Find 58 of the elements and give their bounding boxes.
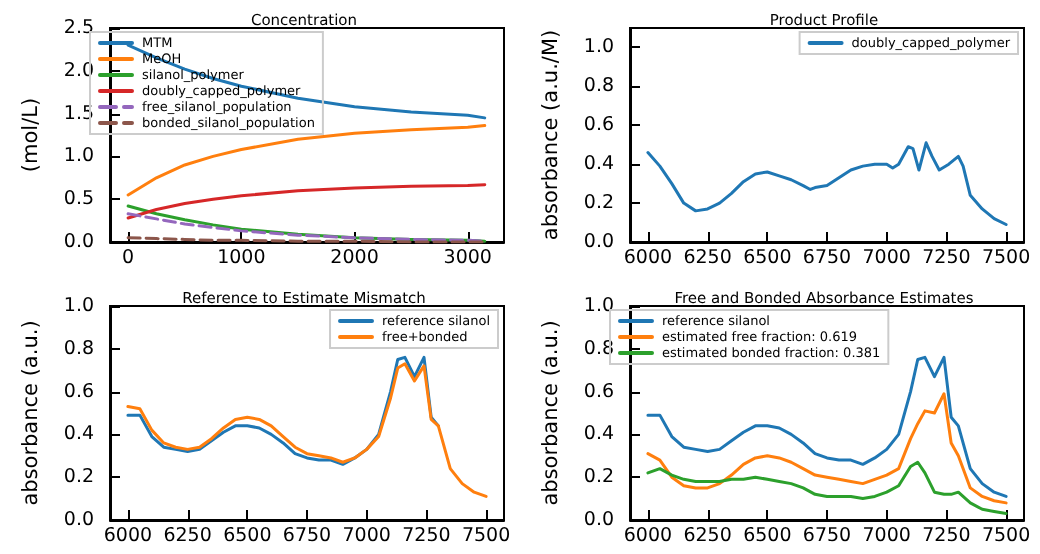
x-tick-label: 6000 — [103, 524, 153, 546]
x-tick-label: 7250 — [402, 524, 451, 546]
y-tick-label: 0.6 — [583, 114, 615, 137]
line-series — [646, 459, 1008, 515]
y-tick-label: 0.4 — [63, 422, 95, 445]
y-tick-label: 0.2 — [583, 465, 615, 488]
x-tick-label: 6000 — [623, 524, 673, 546]
x-tick-label: 6750 — [802, 524, 852, 546]
y-axis-title: absorbance (a.u.) — [539, 319, 563, 505]
x-tick-label: 7000 — [862, 524, 911, 546]
x-tick-label: 3000 — [443, 247, 492, 269]
x-tick-label: 2000 — [330, 247, 379, 269]
line-series — [646, 141, 1008, 226]
x-tick-label: 6000 — [623, 247, 673, 269]
x-tick-label: 7500 — [981, 247, 1031, 269]
line-series — [126, 354, 440, 465]
x-tick-label: 6500 — [223, 524, 272, 546]
line-series — [646, 354, 1008, 497]
x-tick-label: 0 — [122, 247, 135, 269]
y-tick-label: 0.0 — [583, 231, 615, 253]
y-tick-label: 0.4 — [583, 422, 615, 445]
x-tick-label: 6750 — [802, 247, 852, 269]
x-tick-label: 6250 — [683, 524, 732, 546]
line-series — [126, 183, 487, 220]
y-tick-label: 1.0 — [583, 294, 615, 316]
y-tick-label: 0.2 — [583, 192, 615, 215]
x-tick-label: 6250 — [683, 247, 732, 269]
x-tick-label: 6250 — [163, 524, 212, 546]
line-series — [126, 212, 487, 243]
x-tick-label: 6500 — [743, 247, 792, 269]
x-tick-label: 6750 — [282, 524, 332, 546]
x-tick-label: 7500 — [461, 524, 511, 546]
y-tick-label: 0.4 — [583, 153, 615, 176]
y-tick-label: 1.0 — [583, 36, 615, 59]
y-tick-label: 0.0 — [63, 508, 95, 530]
y-tick-label: 0.0 — [583, 508, 615, 530]
y-tick-label: 1.0 — [63, 294, 95, 316]
y-tick-label: 2.5 — [63, 17, 95, 39]
x-tick-label: 7000 — [862, 247, 911, 269]
y-tick-label: 0.6 — [583, 379, 615, 402]
y-axis-title: (mol/L) — [19, 97, 43, 173]
x-tick-label: 6500 — [743, 524, 792, 546]
line-series — [646, 391, 1008, 504]
y-axis-title: absorbance (a.u./M) — [539, 29, 563, 241]
x-tick-label: 1000 — [217, 247, 266, 269]
x-tick-label: 7000 — [342, 524, 391, 546]
x-tick-label: 7500 — [981, 524, 1031, 546]
y-axis-title: absorbance (a.u.) — [19, 319, 43, 505]
x-tick-label: 7250 — [922, 524, 971, 546]
y-tick-label: 0.2 — [63, 465, 95, 488]
y-tick-label: 0.5 — [63, 188, 95, 211]
y-tick-label: 0.0 — [63, 231, 95, 253]
y-tick-label: 0.8 — [63, 336, 95, 359]
line-series — [126, 361, 488, 497]
y-tick-label: 1.0 — [63, 145, 95, 168]
y-tick-label: 0.6 — [63, 379, 95, 402]
y-tick-label: 0.8 — [583, 75, 615, 98]
x-tick-label: 7250 — [922, 247, 971, 269]
